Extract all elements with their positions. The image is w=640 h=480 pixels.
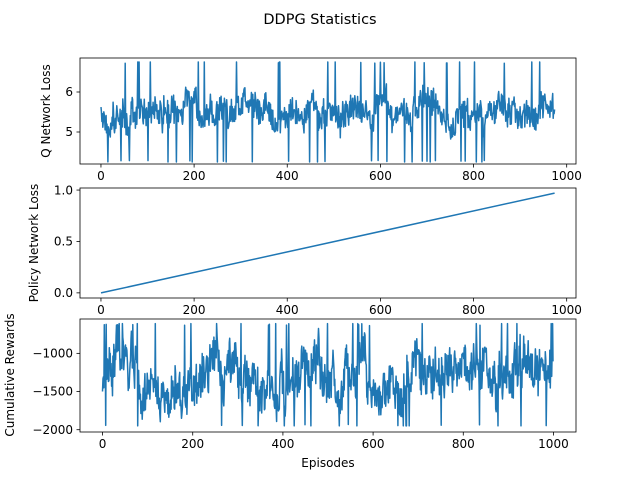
policy-loss-xtick-label: 200	[183, 303, 206, 317]
policy-loss-xtick-label: 1000	[551, 303, 582, 317]
rewards-ytick-label: −1500	[32, 385, 73, 399]
q-loss-ytick-label: 6	[65, 85, 73, 99]
policy-loss-xtick-label: 0	[97, 303, 105, 317]
q-loss-xtick-label: 800	[462, 169, 485, 183]
q-loss-axes-frame	[79, 57, 577, 165]
policy-loss-series-line	[100, 192, 555, 294]
rewards-ytick-label: −1000	[32, 347, 73, 361]
figure-title: DDPG Statistics	[263, 12, 376, 28]
rewards-xtick-label: 1000	[538, 437, 569, 451]
rewards-xlabel: Episodes	[301, 456, 354, 470]
q-loss-xtick-label: 400	[276, 169, 299, 183]
rewards-ylabel: Cumulative Rewards	[3, 313, 17, 436]
policy-loss-ytick-label: 1.0	[54, 183, 73, 197]
rewards-xtick-label: 600	[362, 437, 385, 451]
policy-loss-xtick-label: 400	[276, 303, 299, 317]
q-loss-xtick-label: 200	[183, 169, 206, 183]
q-loss-panel: Q Network Loss 0 200 400 600 800 1000 5 6	[39, 57, 582, 183]
rewards-xtick-label: 400	[271, 437, 294, 451]
policy-loss-xtick-label: 600	[369, 303, 392, 317]
policy-loss-ytick-label: 0.5	[54, 235, 73, 249]
policy-loss-panel: Policy Network Loss 0 200 400 600 800 1000 0.0…	[27, 183, 582, 317]
rewards-series-line	[101, 322, 554, 427]
rewards-xtick-label: 200	[181, 437, 204, 451]
policy-loss-axes-frame	[79, 187, 577, 299]
policy-loss-xtick-label: 800	[462, 303, 485, 317]
rewards-axes-frame	[79, 318, 577, 433]
rewards-panel: Cumulative Rewards Episodes 0 200 400 600 80…	[3, 313, 577, 470]
rewards-xtick-label: 0	[99, 437, 107, 451]
q-loss-xtick-label: 0	[97, 169, 105, 183]
q-loss-xtick-label: 600	[369, 169, 392, 183]
q-loss-xtick-label: 1000	[551, 169, 582, 183]
policy-loss-ytick-label: 0.0	[54, 286, 73, 300]
q-loss-ytick-label: 5	[65, 125, 73, 139]
q-loss-ylabel: Q Network Loss	[39, 64, 53, 158]
policy-loss-ylabel: Policy Network Loss	[27, 184, 41, 303]
q-loss-series-line	[100, 61, 556, 163]
rewards-xtick-label: 800	[452, 437, 475, 451]
rewards-ytick-label: −2000	[32, 423, 73, 437]
